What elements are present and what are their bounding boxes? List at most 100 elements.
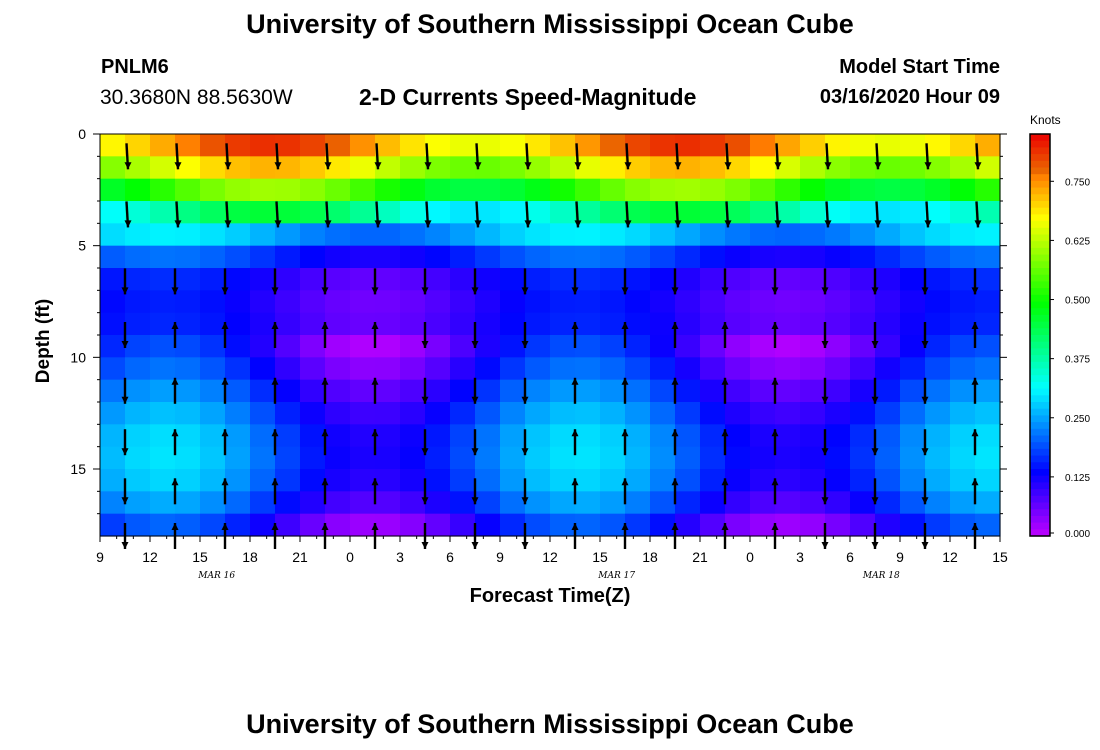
heatmap-cell <box>650 357 676 381</box>
heatmap-cell <box>350 446 376 470</box>
heatmap-cell <box>800 469 826 492</box>
heatmap-cell <box>300 357 326 381</box>
vector-arrow-head <box>821 341 829 348</box>
vector-arrow-head <box>421 341 429 348</box>
vector-arrow-head <box>671 377 679 385</box>
vector-arrow-head <box>771 322 779 329</box>
vector-arrow-head <box>521 396 529 404</box>
heatmap-cell <box>200 268 226 291</box>
heatmap-cell <box>600 335 626 358</box>
heatmap-cell <box>275 223 301 247</box>
vector-arrow-head <box>271 523 279 530</box>
heatmap-cell <box>750 446 776 470</box>
heatmap-cell <box>675 513 701 537</box>
heatmap-cell <box>375 290 401 314</box>
heatmap-cell <box>850 312 876 336</box>
heatmap-cell <box>550 402 576 425</box>
x-tick-label: 18 <box>242 549 258 565</box>
heatmap-cell <box>675 245 701 269</box>
heatmap-cell <box>500 402 526 425</box>
heatmap-cell <box>900 268 926 291</box>
heatmap-cell <box>875 312 901 336</box>
x-axis-label: Forecast Time(Z) <box>469 585 631 607</box>
heatmap-cell <box>525 268 551 291</box>
heatmap-cell <box>175 178 201 202</box>
heatmap-cell <box>425 245 451 269</box>
heatmap-cell <box>300 201 326 224</box>
heatmap-cell <box>375 201 401 224</box>
heatmap-cell <box>650 268 676 291</box>
heatmap-cell <box>750 357 776 381</box>
heatmap-cell <box>375 357 401 381</box>
heatmap-cell <box>125 178 151 202</box>
heatmap-cell <box>350 156 376 180</box>
y-axis-label: Depth (ft) <box>33 298 54 384</box>
heatmap-cell <box>150 335 176 358</box>
x-tick-label: 9 <box>96 549 104 565</box>
heatmap-cell <box>600 402 626 425</box>
heatmap-cell <box>250 223 276 247</box>
heatmap-cell <box>925 402 951 425</box>
heatmap-cell <box>300 245 326 269</box>
heatmap-cell <box>450 469 476 492</box>
vector-arrow-head <box>124 220 132 228</box>
heatmap-cell <box>450 424 476 448</box>
vector-arrow-head <box>371 478 379 486</box>
heatmap-cell <box>125 469 151 492</box>
heatmap-cell <box>600 469 626 492</box>
x-tick-label: 21 <box>692 549 708 565</box>
heatmap-cell <box>775 513 801 537</box>
heatmap-cell <box>800 156 826 180</box>
heatmap-cell <box>850 201 876 224</box>
heatmap-cell <box>425 134 451 157</box>
colorbar-band <box>1030 301 1050 309</box>
heatmap-cell <box>300 223 326 247</box>
vector-arrow-head <box>571 523 579 530</box>
heatmap-cell <box>150 245 176 269</box>
vector-arrow-head <box>974 220 982 228</box>
heatmap-cell <box>325 335 351 358</box>
heatmap-cell <box>975 357 1001 381</box>
heatmap-cell <box>475 290 501 314</box>
heatmap-cell <box>600 446 626 470</box>
colorbar-band <box>1030 355 1050 363</box>
heatmap-cell <box>750 402 776 425</box>
heatmap-cell <box>650 201 676 224</box>
heatmap-cell <box>325 201 351 224</box>
heatmap-cell <box>350 201 376 224</box>
heatmap-cell <box>900 379 926 403</box>
vector-arrow-head <box>121 497 129 505</box>
heatmap-cell <box>675 312 701 336</box>
colorbar-band <box>1030 529 1050 537</box>
heatmap-cell <box>950 245 976 269</box>
colorbar-band <box>1030 515 1050 524</box>
heatmap-cell <box>650 491 676 515</box>
heatmap-cell <box>975 379 1001 403</box>
heatmap-cell <box>150 424 176 448</box>
colorbar-tick-label: 0.375 <box>1065 355 1090 366</box>
heatmap-cell <box>950 223 976 247</box>
heatmap-cell <box>100 312 126 336</box>
heatmap-cell <box>600 513 626 537</box>
heatmap-cell <box>500 335 526 358</box>
heatmap-cell <box>675 424 701 448</box>
heatmap-cell <box>725 335 751 358</box>
heatmap-cell <box>725 379 751 403</box>
heatmap-cell <box>600 134 626 157</box>
heatmap-cell <box>775 491 801 515</box>
vector-arrow-head <box>821 448 829 456</box>
heatmap-cell <box>825 178 851 202</box>
heatmap-cell <box>700 178 726 202</box>
heatmap-cell <box>700 424 726 448</box>
heatmap-cell <box>125 513 151 537</box>
heatmap-cell <box>950 357 976 381</box>
heatmap-cell <box>275 424 301 448</box>
heatmap-cell <box>650 424 676 448</box>
colorbar-band <box>1030 335 1050 343</box>
heatmap-cell <box>625 245 651 269</box>
x-tick-label: 15 <box>192 549 208 565</box>
vector-arrow-head <box>821 396 829 404</box>
heatmap-cell <box>650 469 676 492</box>
vector-arrow-head <box>771 523 779 530</box>
vector-arrow-head <box>771 478 779 486</box>
